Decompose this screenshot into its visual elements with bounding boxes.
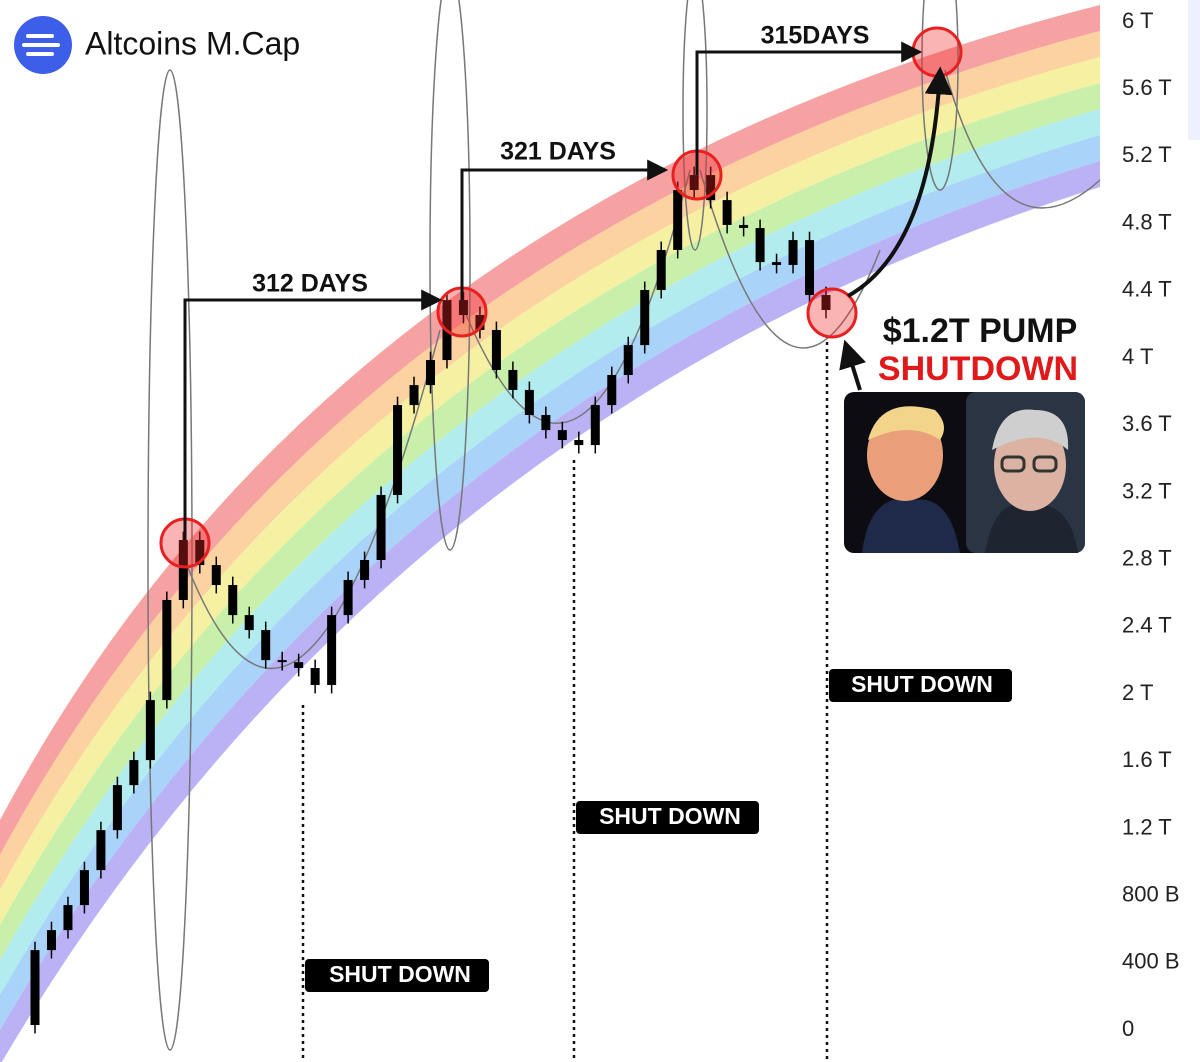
candle-body [96, 830, 106, 871]
candle-body [261, 630, 271, 661]
shutdown-label: SHUT DOWN [599, 803, 741, 829]
candle-body [211, 565, 221, 586]
candle-body [491, 329, 501, 370]
y-tick-label: 4.8 T [1122, 209, 1172, 234]
shutdown-lines [301, 335, 829, 1062]
chart-title: Altcoins M.Cap [85, 25, 300, 61]
candle-body [360, 559, 370, 580]
shutdown-label: SHUT DOWN [329, 961, 471, 987]
candle-body [706, 175, 716, 201]
y-tick-label: 3.6 T [1122, 411, 1172, 436]
y-tick-label: 5.6 T [1122, 75, 1172, 100]
candle-body [541, 414, 551, 431]
logo [14, 16, 72, 74]
candle-body [508, 369, 518, 390]
candle-body [673, 190, 683, 251]
candle-body [244, 615, 254, 631]
candle-body [409, 385, 419, 406]
candle-body [557, 430, 567, 441]
candle-body [590, 405, 600, 446]
candle-body [475, 315, 485, 330]
edge-strip [1188, 0, 1200, 140]
y-tick-label: 1.2 T [1122, 814, 1172, 839]
y-tick-label: 2.4 T [1122, 613, 1172, 638]
y-tick-label: 400 B [1122, 949, 1180, 974]
pump-sublabel: SHUTDOWN [878, 350, 1078, 388]
day-arrows [183, 41, 953, 540]
y-tick-label: 2.8 T [1122, 545, 1172, 570]
days-label: 321 DAYS [500, 138, 616, 166]
y-tick-label: 5.2 T [1122, 142, 1172, 167]
candle-body [393, 405, 403, 495]
y-tick-label: 4 T [1122, 344, 1153, 369]
candle-body [30, 950, 40, 1026]
candle-body [607, 375, 617, 406]
candle-body [343, 579, 353, 616]
candle-body [805, 240, 815, 296]
candle-body [46, 930, 56, 951]
candle-body [376, 494, 386, 560]
candle-body [228, 585, 238, 616]
candle-body [772, 262, 782, 265]
candles [30, 166, 831, 1034]
candle-body [821, 295, 831, 310]
candle-body [327, 615, 337, 685]
candle-body [79, 870, 89, 906]
candle-body [755, 227, 765, 263]
candle-body [524, 389, 534, 415]
candle-body [739, 224, 749, 228]
candle-body [145, 700, 155, 761]
candle-body [656, 250, 666, 290]
y-tick-label: 1.6 T [1122, 747, 1172, 772]
y-tick-label: 2 T [1122, 680, 1153, 705]
candle-body [195, 539, 205, 566]
candle-body [722, 200, 732, 225]
y-tick-label: 0 [1122, 1016, 1134, 1041]
y-tick-label: 3.2 T [1122, 478, 1172, 503]
candle-body [640, 289, 650, 346]
peak-circles [159, 26, 963, 569]
candle-body [426, 360, 435, 386]
pump-label: $1.2T PUMP [883, 312, 1078, 350]
candle-body [112, 785, 122, 831]
candle-body [178, 539, 188, 600]
candle-body [458, 300, 468, 316]
candle-body [162, 599, 172, 701]
days-label: 312 DAYS [252, 270, 368, 298]
candle-body [310, 668, 320, 685]
days-label: 315DAYS [761, 22, 870, 50]
candle-body [277, 660, 287, 663]
y-tick-label: 4.4 T [1122, 277, 1172, 302]
shutdown-tags [305, 669, 1012, 992]
candle-body [63, 905, 73, 931]
candle-body [129, 760, 139, 786]
y-tick-label: 800 B [1122, 881, 1180, 906]
photo [844, 392, 1085, 553]
candle-body [788, 240, 798, 265]
y-tick-label: 6 T [1122, 8, 1153, 33]
candle-body [623, 345, 633, 376]
shutdown-label: SHUT DOWN [851, 671, 993, 697]
candle-body [689, 175, 699, 191]
candle-body [574, 440, 584, 446]
candle-body [294, 662, 304, 669]
